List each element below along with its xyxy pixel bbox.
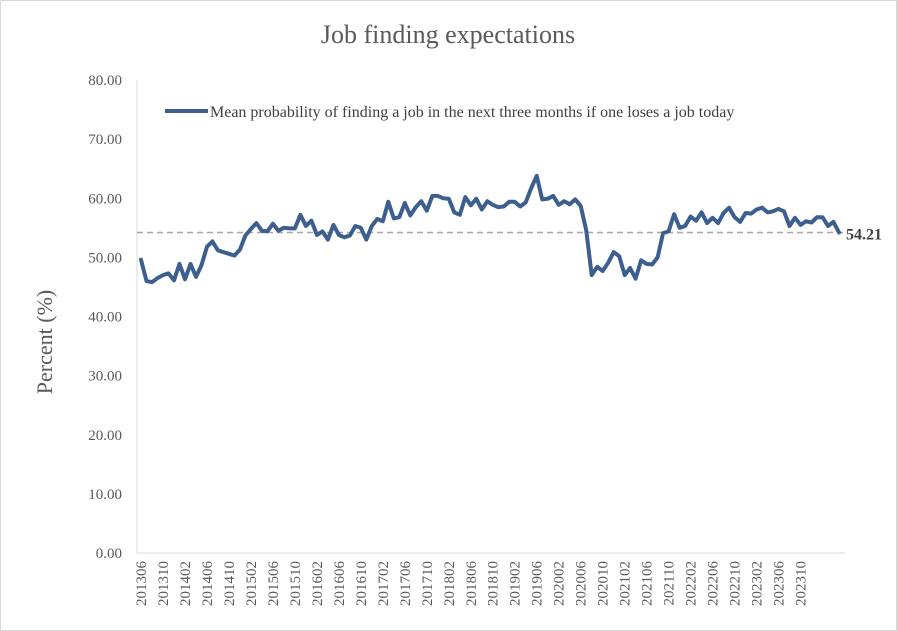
x-tick-label: 201510 xyxy=(288,561,304,606)
legend: Mean probability of finding a job in the… xyxy=(165,104,734,121)
x-tick-label: 201902 xyxy=(508,561,524,606)
legend-label: Mean probability of finding a job in the… xyxy=(210,104,734,121)
y-tick-label: 30.00 xyxy=(88,369,122,385)
x-tick-label: 201602 xyxy=(310,561,326,606)
x-tick-label: 201506 xyxy=(266,561,282,607)
x-tick-label: 202102 xyxy=(618,561,634,606)
x-tick-label: 202306 xyxy=(772,561,788,607)
x-tick-label: 201310 xyxy=(156,561,172,606)
y-tick-label: 40.00 xyxy=(88,310,122,326)
x-axis-ticks: 201306 201310 201402 201406 201410 201502 2015… xyxy=(134,561,810,607)
x-tick-label: 202206 xyxy=(706,561,722,607)
y-tick-label: 0.00 xyxy=(96,546,122,562)
x-tick-label: 201410 xyxy=(222,561,238,606)
x-tick-label: 201706 xyxy=(398,561,414,607)
series-group xyxy=(139,173,841,285)
x-tick-label: 201802 xyxy=(442,561,458,606)
x-tick-label: 201906 xyxy=(530,561,546,607)
x-tick-label: 202010 xyxy=(596,561,612,606)
x-tick-label: 201606 xyxy=(332,561,348,607)
y-tick-label: 10.00 xyxy=(88,487,122,503)
series-line xyxy=(139,173,841,285)
x-tick-label: 202002 xyxy=(552,561,568,606)
x-tick-label: 201306 xyxy=(134,561,150,607)
x-tick-label: 201610 xyxy=(354,561,370,606)
x-tick-label: 202202 xyxy=(684,561,700,606)
x-tick-label: 201406 xyxy=(200,561,216,607)
x-tick-label: 201806 xyxy=(464,561,480,607)
x-tick-label: 202210 xyxy=(728,561,744,606)
chart-title: Job finding expectations xyxy=(321,20,575,49)
y-axis-ticks: 0.00 10.00 20.00 30.00 40.00 50.00 60.00 70.00 8… xyxy=(88,73,122,562)
x-tick-label: 202302 xyxy=(750,561,766,606)
y-axis-label: Percent (%) xyxy=(32,290,57,394)
x-tick-label: 202106 xyxy=(640,561,656,607)
x-tick-label: 202310 xyxy=(794,561,810,606)
y-tick-label: 50.00 xyxy=(88,250,122,266)
x-tick-label: 201810 xyxy=(486,561,502,606)
y-tick-label: 60.00 xyxy=(88,191,122,207)
y-tick-label: 70.00 xyxy=(88,132,122,148)
y-tick-label: 20.00 xyxy=(88,428,122,444)
axes xyxy=(136,80,845,554)
y-tick-label: 80.00 xyxy=(88,73,122,89)
x-tick-label: 201702 xyxy=(376,561,392,606)
x-tick-label: 202006 xyxy=(574,561,590,607)
x-tick-label: 201402 xyxy=(178,561,194,606)
x-tick-label: 201502 xyxy=(244,561,260,606)
reference-line-label: 54.21 xyxy=(846,226,882,243)
x-tick-label: 201710 xyxy=(420,561,436,606)
reference-line-group: 54.21 xyxy=(137,226,882,243)
x-tick-label: 202110 xyxy=(662,561,678,605)
